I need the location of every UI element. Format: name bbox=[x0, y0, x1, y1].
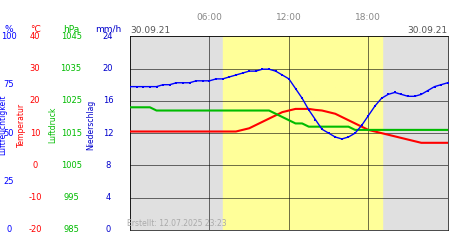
Text: 1035: 1035 bbox=[61, 64, 81, 73]
Text: mm/h: mm/h bbox=[95, 25, 121, 34]
Text: 0: 0 bbox=[32, 161, 38, 170]
Text: 18:00: 18:00 bbox=[356, 14, 381, 22]
Text: hPa: hPa bbox=[63, 25, 79, 34]
Text: 1005: 1005 bbox=[61, 161, 81, 170]
Text: Niederschlag: Niederschlag bbox=[86, 100, 95, 150]
Text: 50: 50 bbox=[4, 128, 14, 138]
Text: Temperatur: Temperatur bbox=[17, 103, 26, 147]
Text: 25: 25 bbox=[4, 177, 14, 186]
Text: 30: 30 bbox=[30, 64, 40, 73]
Text: 0: 0 bbox=[6, 226, 12, 234]
Text: 8: 8 bbox=[105, 161, 111, 170]
Text: 75: 75 bbox=[4, 80, 14, 89]
Text: Erstellt: 12.07.2025 23:23: Erstellt: 12.07.2025 23:23 bbox=[126, 218, 226, 228]
Text: 12:00: 12:00 bbox=[276, 14, 302, 22]
Text: Luftfeuchtigkeit: Luftfeuchtigkeit bbox=[0, 95, 7, 155]
Text: 24: 24 bbox=[103, 32, 113, 41]
Text: 10: 10 bbox=[30, 128, 40, 138]
Text: 40: 40 bbox=[30, 32, 40, 41]
Bar bbox=[223, 36, 382, 230]
Text: 1025: 1025 bbox=[61, 96, 81, 105]
Text: 30.09.21: 30.09.21 bbox=[408, 26, 448, 35]
Text: 0: 0 bbox=[105, 226, 111, 234]
Text: 20: 20 bbox=[30, 96, 40, 105]
Text: 12: 12 bbox=[103, 128, 113, 138]
Text: Luftdruck: Luftdruck bbox=[49, 107, 58, 143]
Text: -20: -20 bbox=[28, 226, 42, 234]
Text: 985: 985 bbox=[63, 226, 79, 234]
Text: 16: 16 bbox=[103, 96, 113, 105]
Text: 100: 100 bbox=[1, 32, 17, 41]
Text: °C: °C bbox=[30, 25, 40, 34]
Text: 1045: 1045 bbox=[61, 32, 81, 41]
Text: -10: -10 bbox=[28, 193, 42, 202]
Text: 4: 4 bbox=[105, 193, 111, 202]
Text: 30.09.21: 30.09.21 bbox=[130, 26, 170, 35]
Text: 20: 20 bbox=[103, 64, 113, 73]
Text: 1015: 1015 bbox=[61, 128, 81, 138]
Text: %: % bbox=[4, 25, 13, 34]
Text: 06:00: 06:00 bbox=[197, 14, 222, 22]
Text: 995: 995 bbox=[63, 193, 79, 202]
